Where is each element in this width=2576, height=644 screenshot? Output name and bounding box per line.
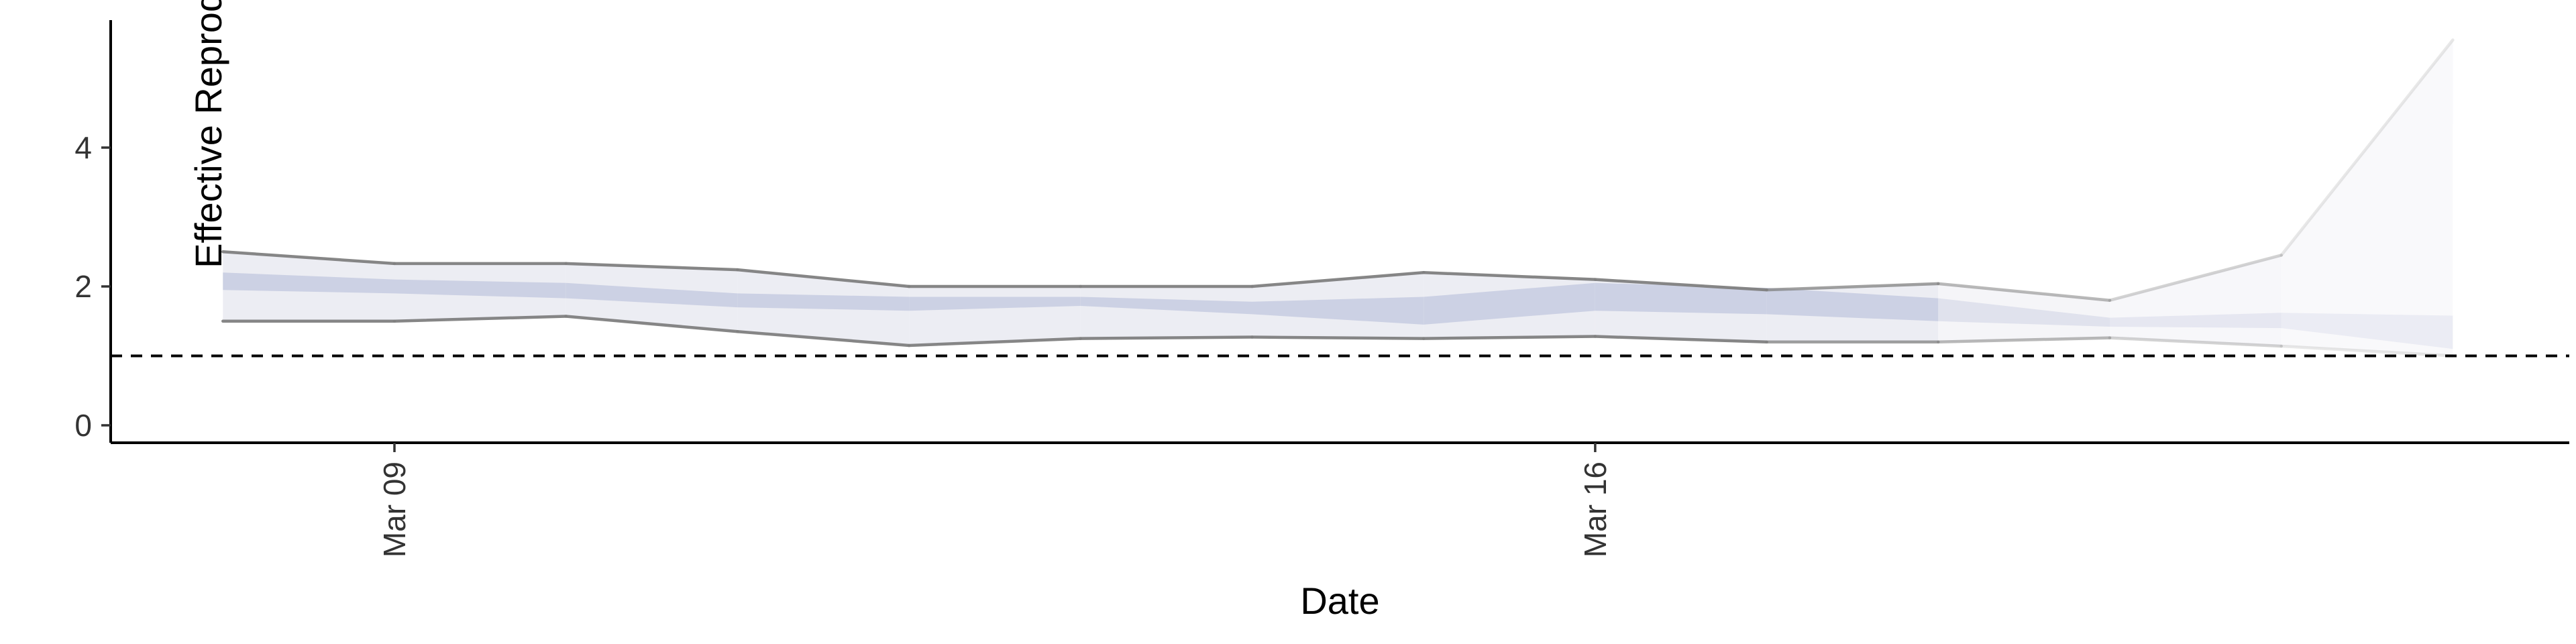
band-50-segment bbox=[2110, 313, 2282, 329]
band-50-segment bbox=[737, 293, 910, 311]
band-90-segment bbox=[1938, 283, 2110, 342]
band-50-segment bbox=[1252, 297, 1424, 325]
band-50-segment bbox=[394, 279, 566, 299]
x-axis-title: Date bbox=[1300, 580, 1379, 622]
upper-bound-segment bbox=[2108, 254, 2283, 302]
y-tick-label: 4 bbox=[74, 130, 92, 165]
credible-interval-bands bbox=[223, 40, 2453, 356]
y-tick-label: 0 bbox=[74, 408, 92, 443]
upper-bound-segment bbox=[736, 268, 911, 288]
y-axis-title: Effective Reproduction no. bbox=[187, 0, 229, 268]
lower-bound-segment bbox=[1250, 335, 1426, 340]
lower-bound-segment bbox=[907, 337, 1083, 347]
upper-bound-segment bbox=[221, 250, 396, 266]
upper-bound-segment bbox=[2279, 38, 2455, 257]
lower-bound-segment bbox=[2279, 344, 2455, 358]
band-90-segment bbox=[2110, 255, 2282, 346]
x-tick-label: Mar 16 bbox=[1578, 462, 1613, 557]
band-50-segment bbox=[223, 272, 394, 294]
lower-bound-segment bbox=[1593, 335, 1768, 344]
x-tick-label: Mar 09 bbox=[377, 462, 412, 557]
band-50-segment bbox=[1766, 288, 1939, 321]
lower-bound-segment bbox=[1937, 336, 2112, 344]
x-axis-ticks: Mar 09 Mar 16 bbox=[377, 443, 1613, 557]
upper-bound-segment bbox=[1250, 271, 1426, 288]
band-50-segment bbox=[1080, 297, 1252, 315]
lower-bound-segment bbox=[564, 315, 739, 333]
lower-bound-segment bbox=[2108, 336, 2283, 348]
interval-bound-lines bbox=[221, 38, 2455, 358]
band-50-segment bbox=[1424, 282, 1595, 325]
upper-bound-segment bbox=[1765, 282, 1940, 292]
lower-bound-segment bbox=[1079, 335, 1254, 340]
upper-bound-segment bbox=[1937, 282, 2112, 302]
upper-bound-segment bbox=[564, 262, 739, 272]
band-50-segment bbox=[566, 282, 738, 308]
band-50-segment bbox=[909, 297, 1081, 311]
upper-bound-segment bbox=[1593, 278, 1768, 292]
band-50-segment bbox=[2281, 313, 2453, 350]
y-tick-label: 2 bbox=[74, 269, 92, 304]
y-axis-ticks: 0 2 4 bbox=[74, 130, 111, 443]
lower-bound-segment bbox=[1421, 335, 1597, 340]
band-50-segment bbox=[1938, 298, 2110, 327]
band-50-segment bbox=[1595, 282, 1767, 315]
lower-bound-segment bbox=[736, 330, 911, 347]
band-90-segment bbox=[909, 286, 1081, 345]
upper-bound-segment bbox=[1421, 271, 1597, 281]
lower-bound-segment bbox=[392, 315, 568, 323]
band-90-segment bbox=[2281, 40, 2453, 356]
